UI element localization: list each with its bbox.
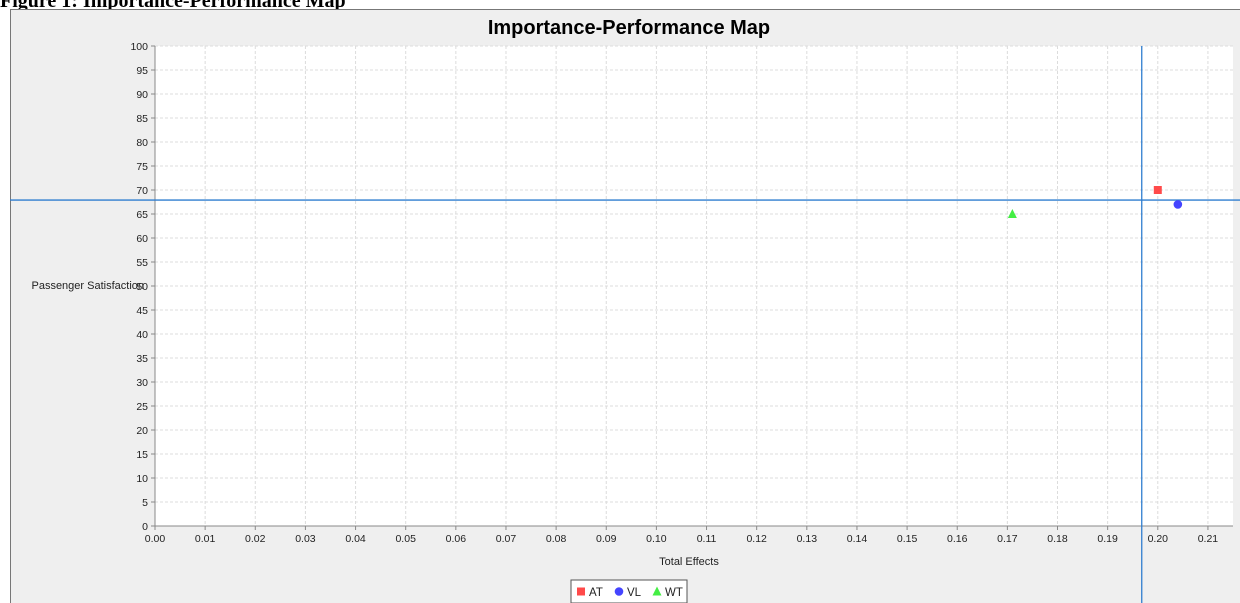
y-tick-label: 50 xyxy=(136,281,148,293)
legend-label-wt: WT xyxy=(665,587,683,599)
x-tick-label: 0.16 xyxy=(947,533,968,545)
x-tick-label: 0.20 xyxy=(1148,533,1169,545)
x-tick-label: 0.15 xyxy=(897,533,918,545)
y-tick-label: 65 xyxy=(136,209,148,221)
y-tick-label: 90 xyxy=(136,89,148,101)
data-point-wt xyxy=(1007,209,1017,218)
y-axis-label: Passenger Satisfaction xyxy=(31,280,144,292)
legend-label-vl: VL xyxy=(627,587,642,599)
y-tick-label: 20 xyxy=(136,425,148,437)
x-tick-label: 0.06 xyxy=(446,533,467,545)
x-tick-label: 0.13 xyxy=(797,533,818,545)
x-tick-label: 0.03 xyxy=(295,533,316,545)
x-tick-label: 0.07 xyxy=(496,533,517,545)
y-tick-label: 10 xyxy=(136,473,148,485)
y-tick-label: 5 xyxy=(142,497,148,509)
x-tick-label: 0.11 xyxy=(697,533,717,545)
y-tick-label: 80 xyxy=(136,137,148,149)
x-tick-label: 0.10 xyxy=(646,533,667,545)
x-tick-label: 0.17 xyxy=(997,533,1018,545)
x-tick-label: 0.04 xyxy=(345,533,366,545)
legend-label-at: AT xyxy=(589,587,603,599)
y-tick-label: 35 xyxy=(136,353,148,365)
y-tick-label: 55 xyxy=(136,257,148,269)
x-tick-label: 0.18 xyxy=(1047,533,1068,545)
data-point-vl xyxy=(1173,200,1183,209)
figure-heading: Figure 1: Importance-Performance Map xyxy=(0,0,346,12)
x-tick-label: 0.21 xyxy=(1198,533,1219,545)
chart-title: Importance-Performance Map xyxy=(488,17,770,39)
x-tick-label: 0.14 xyxy=(847,533,868,545)
legend-box xyxy=(570,579,688,603)
plot-area xyxy=(155,46,1233,526)
x-axis-label: Total Effects xyxy=(659,556,719,568)
legend-marker-wt xyxy=(652,586,662,596)
y-tick-label: 95 xyxy=(136,65,148,77)
data-point-at xyxy=(1153,186,1162,194)
y-tick-label: 0 xyxy=(142,521,148,533)
x-tick-label: 0.00 xyxy=(145,533,166,545)
x-tick-label: 0.08 xyxy=(546,533,567,545)
x-tick-label: 0.19 xyxy=(1097,533,1118,545)
y-tick-label: 30 xyxy=(136,377,148,389)
y-tick-label: 75 xyxy=(136,161,148,173)
y-tick-label: 15 xyxy=(136,449,148,461)
y-tick-label: 70 xyxy=(136,185,148,197)
y-tick-label: 60 xyxy=(136,233,148,245)
x-tick-label: 0.12 xyxy=(746,533,767,545)
legend-marker-at xyxy=(577,587,585,596)
x-tick-label: 0.09 xyxy=(596,533,617,545)
y-tick-label: 25 xyxy=(136,401,148,413)
legend-marker-vl xyxy=(614,587,624,596)
x-tick-label: 0.05 xyxy=(395,533,416,545)
x-tick-label: 0.01 xyxy=(195,533,216,545)
y-tick-label: 45 xyxy=(136,305,148,317)
y-tick-label: 100 xyxy=(130,41,148,53)
y-tick-label: 40 xyxy=(136,329,148,341)
x-tick-label: 0.02 xyxy=(245,533,266,545)
y-tick-label: 85 xyxy=(136,113,148,125)
